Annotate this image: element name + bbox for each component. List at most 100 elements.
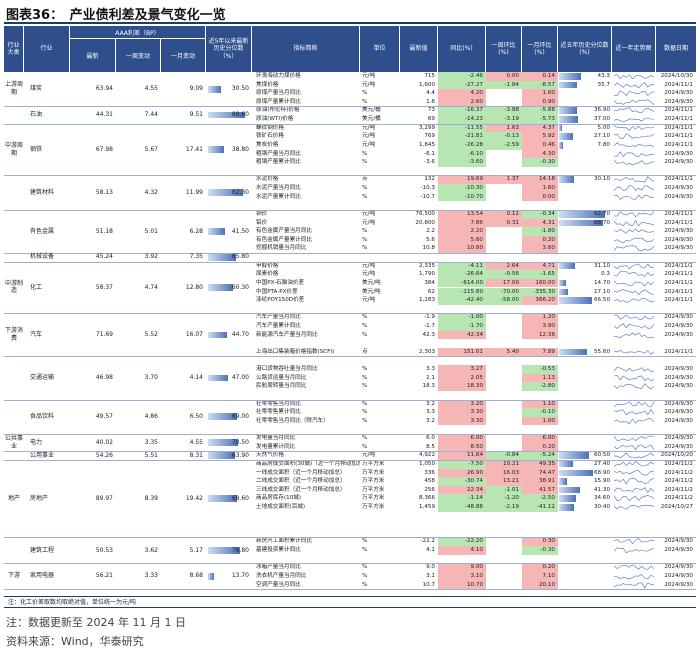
table-row: 社零零售当月同比% 3.2 3.20 1.10 2024/9/30 [4, 399, 696, 409]
cell-y: -30.74 [438, 477, 486, 486]
cell-u: 点 [362, 176, 368, 183]
cell-u: 美元/吨 [362, 288, 381, 295]
header-trend: 近一年走势图 [612, 26, 656, 72]
percentile-cell: 5.00 [558, 124, 612, 133]
cell-mo: 1.60 [522, 184, 558, 193]
group-pct: 76.80 [231, 546, 249, 554]
cell-u: 元/吨 [362, 124, 376, 131]
cell-m: 焦炭价格 [256, 141, 279, 148]
table-row: 汽车产量累计同比% -1.7 -1.70 3.90 2024/9/30 [4, 321, 696, 331]
aaa-percentile-bar [208, 228, 226, 235]
group-divider [4, 451, 696, 453]
cell-mo: 4.31 [522, 218, 558, 228]
cell-d: 2024/11/1 [664, 133, 693, 140]
trend-sparkline [614, 81, 654, 89]
group-sector: 中游周期 [4, 141, 23, 157]
header-latest: 最新 [70, 39, 116, 72]
group-w1: 5.01 [144, 227, 158, 235]
group-w1: 5.52 [144, 331, 158, 338]
aaa-percentile-bar [208, 146, 225, 153]
cell-mo: -2.80 [522, 382, 558, 391]
trend-sparkline [614, 90, 654, 97]
cell-y: -614.00 [438, 278, 486, 288]
cell-v: 69 [427, 116, 435, 123]
trend-sparkline [614, 418, 654, 425]
cell-v: 132 [424, 176, 435, 183]
percentile-cell: 34.60 [558, 494, 612, 503]
group-latest: 46.98 [95, 374, 113, 382]
group-w1: 4.32 [144, 188, 158, 196]
cell-d: 2024/11/2 [664, 469, 693, 476]
cell-d: 2024/9/30 [664, 228, 693, 235]
group-w1: 4.55 [144, 85, 158, 93]
cell-u: % [362, 383, 368, 390]
cell-mo: 3.90 [522, 321, 558, 331]
cell-u: % [362, 185, 368, 192]
header-aaa-group: AAA利差（BP） [70, 26, 206, 39]
cell-u: % [362, 564, 368, 571]
cell-v: 2,303 [418, 348, 435, 355]
percentile-cell: 37.00 [558, 115, 612, 124]
table-row: 焦炭价格 元/吨 1,845 -26.28 -2.59 0.46 7.80 2024/11/1 [4, 140, 696, 150]
cell-u: % [362, 443, 368, 450]
group-industry: 建筑材料 [30, 188, 55, 196]
trend-sparkline [614, 383, 654, 390]
cell-mo: 1.20 [522, 313, 558, 322]
aaa-percentile-bar [208, 495, 237, 502]
cell-w: -2.19 [486, 503, 522, 512]
percentile-bar [559, 297, 593, 304]
cell-y: 10.80 [438, 244, 486, 253]
cell-m: 中国PX-石脑油价差 [256, 279, 305, 286]
percentile-value: 43.3 [597, 73, 610, 79]
cell-m: 社零零售累计同比 [256, 409, 301, 416]
percentile-cell: 30.10 [558, 175, 612, 184]
cell-mo: -2.50 [522, 494, 558, 503]
cell-d: 2024/9/30 [664, 538, 693, 545]
table-row: 发电量累计同比% 8.5 8.50 0.20 2024/9/30 [4, 442, 696, 452]
cell-m: 空调产量当月同比 [256, 581, 301, 588]
aaa-percentile-bar [208, 572, 214, 580]
trend-sparkline [614, 314, 654, 321]
cell-m: 港口货物吞吐量当月同比 [256, 366, 318, 373]
cell-v: -22.2 [420, 538, 435, 545]
group-divider [4, 589, 696, 591]
group-pct: 65.80 [231, 253, 249, 261]
cell-mo: -8.57 [522, 80, 558, 90]
table-row: 发电量当月同比% 6.0 6.00 6.00 2024/9/30 [4, 434, 696, 443]
header-metric: 指标简称 [252, 26, 360, 72]
industry-group: 建筑工程 50.53 3.62 5.17 76.80 [4, 537, 696, 563]
group-sector: 公共事业 [4, 434, 23, 450]
aaa-percentile-bar [208, 331, 227, 339]
percentile-cell: 35.7 [558, 81, 612, 90]
group-pct: 88.60 [231, 111, 249, 119]
percentile-bar [559, 452, 590, 459]
cell-u: 万平方米 [362, 478, 385, 485]
cell-w: 16.03 [486, 468, 522, 478]
percentile-cell: 92.70 [558, 210, 612, 219]
group-sector [4, 356, 24, 399]
cell-mo: 1.00 [522, 416, 558, 426]
cell-w: -0.84 [486, 451, 522, 460]
industry-group: 公用事业 54.26 5.51 8.31 63.90 [4, 451, 696, 460]
group-pct: 47.00 [231, 374, 249, 382]
cell-m: 发电量当月同比 [256, 435, 296, 442]
percentile-bar [559, 73, 581, 80]
header-unit: 单位 [360, 26, 400, 72]
cell-m: 铁矿石价格 [256, 133, 284, 140]
cell-v: 4,922 [418, 452, 435, 459]
cell-y: -7.50 [438, 459, 486, 469]
cell-mo: 0.20 [522, 563, 558, 572]
group-pct: 41.50 [231, 227, 249, 235]
industry-group: 下游 家用电器 56.21 3.33 8.68 13.70 [4, 563, 696, 589]
table-row: 铜价 元/吨 76,500 13.54 0.12 -0.34 92.70 2024/11/1 [4, 209, 696, 219]
cell-v: -1.9 [424, 314, 435, 321]
cell-m: 涤纶POY150D价差 [256, 297, 305, 304]
trend-sparkline [614, 469, 654, 476]
percentile-cell: 31.10 [558, 262, 612, 271]
group-m1: 8.68 [189, 572, 203, 580]
cell-v: 3.1 [426, 572, 435, 579]
figure-title-bar: 图表36： 产业债利差及景气变化一览 [4, 4, 696, 24]
group-pct: 38.80 [231, 145, 249, 153]
group-latest: 71.69 [95, 331, 113, 338]
cell-v: 2.2 [426, 228, 435, 235]
